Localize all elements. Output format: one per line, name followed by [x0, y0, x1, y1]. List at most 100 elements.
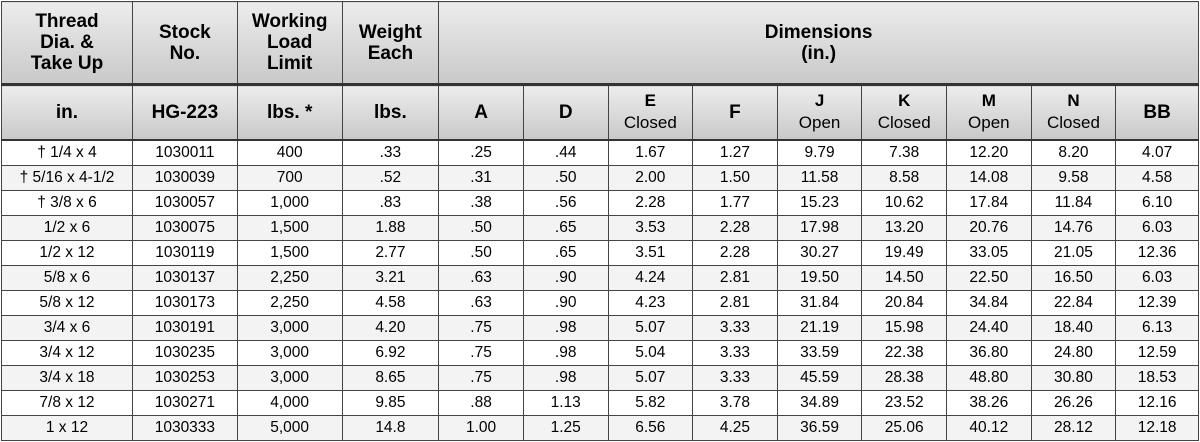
dim-d-header: D	[522, 84, 609, 141]
dimensions-header: Dimensions (in.)	[438, 1, 1199, 86]
weight-cell: 3.21	[341, 264, 440, 291]
n-cell: 26.26	[1030, 389, 1117, 416]
d-cell: .65	[522, 214, 609, 241]
stock-cell: 1030191	[131, 314, 238, 341]
k-cell: 10.62	[861, 189, 948, 216]
j-cell: 31.84	[776, 289, 863, 316]
thread-cell: 3/4 x 12	[1, 339, 133, 366]
dim-j-header: J Open	[776, 84, 863, 141]
a-cell: .75	[438, 339, 524, 366]
stock-cell: 1030253	[131, 364, 238, 391]
j-cell: 15.23	[776, 189, 863, 216]
d-cell: .90	[522, 289, 609, 316]
thread-unit-text: in.	[55, 101, 79, 123]
m-cell: 12.20	[946, 139, 1032, 166]
stock-cell: 1030173	[131, 289, 238, 316]
j-cell: 45.59	[776, 364, 863, 391]
dim-e-label: E	[644, 91, 656, 111]
k-cell: 22.38	[861, 339, 948, 366]
f-cell: 1.77	[692, 189, 778, 216]
weight-cell: 1.88	[341, 214, 440, 241]
n-cell: 21.05	[1030, 239, 1117, 266]
k-cell: 14.50	[861, 264, 948, 291]
dim-n-header: N Closed	[1030, 84, 1117, 141]
n-cell: 30.80	[1030, 364, 1117, 391]
stock-cell: 1030137	[131, 264, 238, 291]
k-cell: 15.98	[861, 314, 948, 341]
j-cell: 33.59	[776, 339, 863, 366]
f-cell: 4.25	[692, 414, 778, 441]
table-row: 1 x 12 1030333 5,000 14.8 1.00 1.25 6.56…	[1, 414, 1199, 441]
e-cell: 5.82	[607, 389, 694, 416]
thread-cell: 1/2 x 12	[1, 239, 133, 266]
wll-cell: 700	[236, 164, 343, 191]
table-row: 7/8 x 12 1030271 4,000 9.85 .88 1.13 5.8…	[1, 389, 1199, 416]
f-cell: 2.81	[692, 264, 778, 291]
table-row: 5/8 x 6 1030137 2,250 3.21 .63 .90 4.24 …	[1, 264, 1199, 291]
wll-cell: 3,000	[236, 364, 343, 391]
wll-header: Working Load Limit	[236, 1, 343, 86]
n-cell: 24.80	[1030, 339, 1117, 366]
dim-n-sub: Closed	[1046, 113, 1100, 133]
d-cell: .98	[522, 339, 609, 366]
stock-cell: 1030235	[131, 339, 238, 366]
bb-cell: 6.13	[1115, 314, 1199, 341]
f-cell: 3.78	[692, 389, 778, 416]
weight-cell: .33	[341, 139, 440, 166]
f-cell: 3.33	[692, 364, 778, 391]
thread-cell: 3/4 x 6	[1, 314, 133, 341]
a-cell: .25	[438, 139, 524, 166]
wll-cell: 3,000	[236, 339, 343, 366]
dim-m-header: M Open	[946, 84, 1032, 141]
dim-a-label: A	[474, 101, 488, 123]
a-cell: 1.00	[438, 414, 524, 441]
bb-cell: 6.10	[1115, 189, 1199, 216]
m-cell: 17.84	[946, 189, 1032, 216]
dim-k-label: K	[898, 91, 911, 111]
m-cell: 36.80	[946, 339, 1032, 366]
wll-unit-text: lbs. *	[266, 101, 313, 123]
weight-header: Weight Each	[341, 1, 440, 86]
n-cell: 18.40	[1030, 314, 1117, 341]
dim-k-header: K Closed	[861, 84, 948, 141]
d-cell: .65	[522, 239, 609, 266]
a-cell: .63	[438, 264, 524, 291]
k-cell: 13.20	[861, 214, 948, 241]
m-cell: 40.12	[946, 414, 1032, 441]
thread-cell: 5/8 x 12	[1, 289, 133, 316]
j-cell: 9.79	[776, 139, 863, 166]
m-cell: 33.05	[946, 239, 1032, 266]
dim-j-label: J	[814, 91, 825, 111]
weight-unit-text: lbs.	[374, 101, 407, 123]
dim-a-header: A	[438, 84, 524, 141]
n-cell: 16.50	[1030, 264, 1117, 291]
m-cell: 24.40	[946, 314, 1032, 341]
n-cell: 22.84	[1030, 289, 1117, 316]
table-row: † 3/8 x 6 1030057 1,000 .83 .38 .56 2.28…	[1, 189, 1199, 216]
d-cell: .98	[522, 364, 609, 391]
wll-header-text: Working Load Limit	[251, 11, 328, 74]
stock-header: Stock No.	[131, 1, 238, 86]
table-row: † 5/16 x 4-1/2 1030039 700 .52 .31 .50 2…	[1, 164, 1199, 191]
header-row: Thread Dia. & Take Up Stock No. Working …	[1, 1, 1199, 86]
stock-unit: HG-223	[131, 84, 238, 141]
bb-cell: 6.03	[1115, 264, 1199, 291]
n-cell: 14.76	[1030, 214, 1117, 241]
thread-header: Thread Dia. & Take Up	[1, 1, 133, 86]
stock-header-text: Stock No.	[159, 21, 211, 64]
n-cell: 9.58	[1030, 164, 1117, 191]
e-cell: 5.07	[607, 314, 694, 341]
m-cell: 14.08	[946, 164, 1032, 191]
table-body: † 1/4 x 4 1030011 400 .33 .25 .44 1.67 1…	[1, 139, 1199, 441]
f-cell: 2.28	[692, 239, 778, 266]
weight-cell: 9.85	[341, 389, 440, 416]
stock-cell: 1030039	[131, 164, 238, 191]
f-cell: 3.33	[692, 314, 778, 341]
dimensions-header-text: Dimensions (in.)	[764, 21, 873, 64]
bb-cell: 12.39	[1115, 289, 1199, 316]
a-cell: .88	[438, 389, 524, 416]
wll-cell: 3,000	[236, 314, 343, 341]
dim-f-header: F	[692, 84, 778, 141]
wll-cell: 4,000	[236, 389, 343, 416]
k-cell: 23.52	[861, 389, 948, 416]
